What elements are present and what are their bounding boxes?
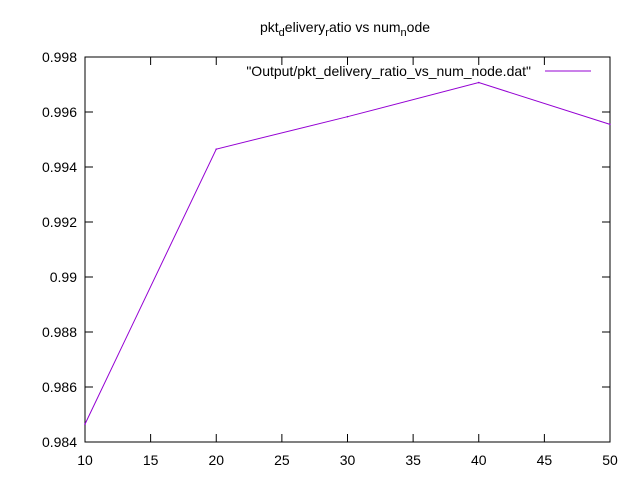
data-point <box>477 81 480 84</box>
y-tick-label: 0.99 <box>50 269 77 285</box>
x-tick-label: 15 <box>143 452 159 468</box>
data-point <box>84 423 86 425</box>
x-tick-label: 40 <box>471 452 487 468</box>
chart-title-part: n <box>401 27 407 39</box>
y-tick-label: 0.996 <box>42 104 77 120</box>
legend: "Output/pkt_delivery_ratio_vs_num_node.d… <box>246 63 591 79</box>
chart-title-part: ode <box>407 19 431 35</box>
y-tick-label: 0.994 <box>42 159 77 175</box>
x-tick-label: 45 <box>537 452 553 468</box>
chart-title-part: atio vs num <box>329 19 401 35</box>
chart-title: pktdeliveryratio vs numnode <box>260 19 430 39</box>
chart-title-part: d <box>279 27 285 39</box>
x-tick-label: 20 <box>208 452 224 468</box>
data-point <box>346 115 349 118</box>
series-group <box>84 81 611 425</box>
axis-ticks-group: 0.984 0.986 0.988 0.99 0.992 0.994 0.996 0.998 1… <box>42 49 618 468</box>
x-tick-label: 50 <box>602 452 618 468</box>
data-point <box>609 123 611 126</box>
y-tick-label: 0.984 <box>42 434 77 450</box>
y-tick-label: 0.998 <box>42 49 77 65</box>
x-tick-label: 35 <box>405 452 421 468</box>
chart-title-part: elivery <box>285 19 325 35</box>
chart-title-part: pkt <box>260 19 279 35</box>
y-tick-label: 0.988 <box>42 324 77 340</box>
chart-title-part: r <box>325 27 329 39</box>
x-tick-label: 30 <box>340 452 356 468</box>
x-tick-label: 25 <box>274 452 290 468</box>
data-point <box>215 148 218 150</box>
y-tick-label: 0.992 <box>42 214 77 230</box>
legend-label: "Output/pkt_delivery_ratio_vs_num_node.d… <box>246 63 531 79</box>
y-tick-label: 0.986 <box>42 379 77 395</box>
chart-title-group: pktdeliveryratio vs numnode <box>260 19 430 39</box>
x-tick-label: 10 <box>77 452 93 468</box>
